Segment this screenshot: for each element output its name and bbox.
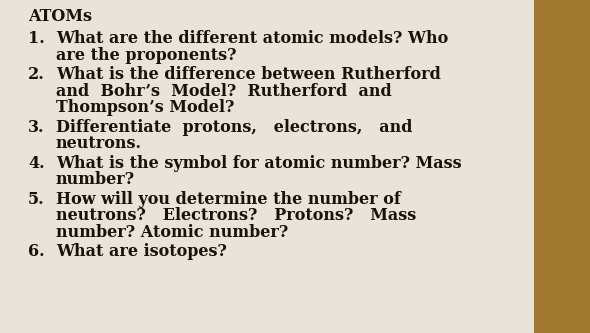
Text: neutrons?   Electrons?   Protons?   Mass: neutrons? Electrons? Protons? Mass [56, 207, 417, 224]
Text: are the proponents?: are the proponents? [56, 47, 237, 64]
Text: and  Bohr’s  Model?  Rutherford  and: and Bohr’s Model? Rutherford and [56, 83, 392, 100]
Text: 5.: 5. [28, 191, 45, 208]
Text: What are isotopes?: What are isotopes? [56, 243, 227, 260]
Text: What is the symbol for atomic number? Mass: What is the symbol for atomic number? Ma… [56, 155, 461, 172]
FancyBboxPatch shape [534, 0, 590, 333]
Text: 2.: 2. [28, 66, 45, 83]
Text: What are the different atomic models? Who: What are the different atomic models? Wh… [56, 30, 448, 47]
Text: number?: number? [56, 171, 135, 188]
Text: 6.: 6. [28, 243, 45, 260]
Text: Differentiate  protons,   electrons,   and: Differentiate protons, electrons, and [56, 119, 412, 136]
Text: 3.: 3. [28, 119, 44, 136]
Text: Thompson’s Model?: Thompson’s Model? [56, 99, 234, 116]
Text: number? Atomic number?: number? Atomic number? [56, 224, 289, 241]
Text: What is the difference between Rutherford: What is the difference between Rutherfor… [56, 66, 441, 83]
Text: 1.: 1. [28, 30, 45, 47]
Text: 4.: 4. [28, 155, 45, 172]
Text: How will you determine the number of: How will you determine the number of [56, 191, 401, 208]
Text: neutrons.: neutrons. [56, 135, 142, 152]
Text: ATOMs: ATOMs [28, 8, 92, 25]
